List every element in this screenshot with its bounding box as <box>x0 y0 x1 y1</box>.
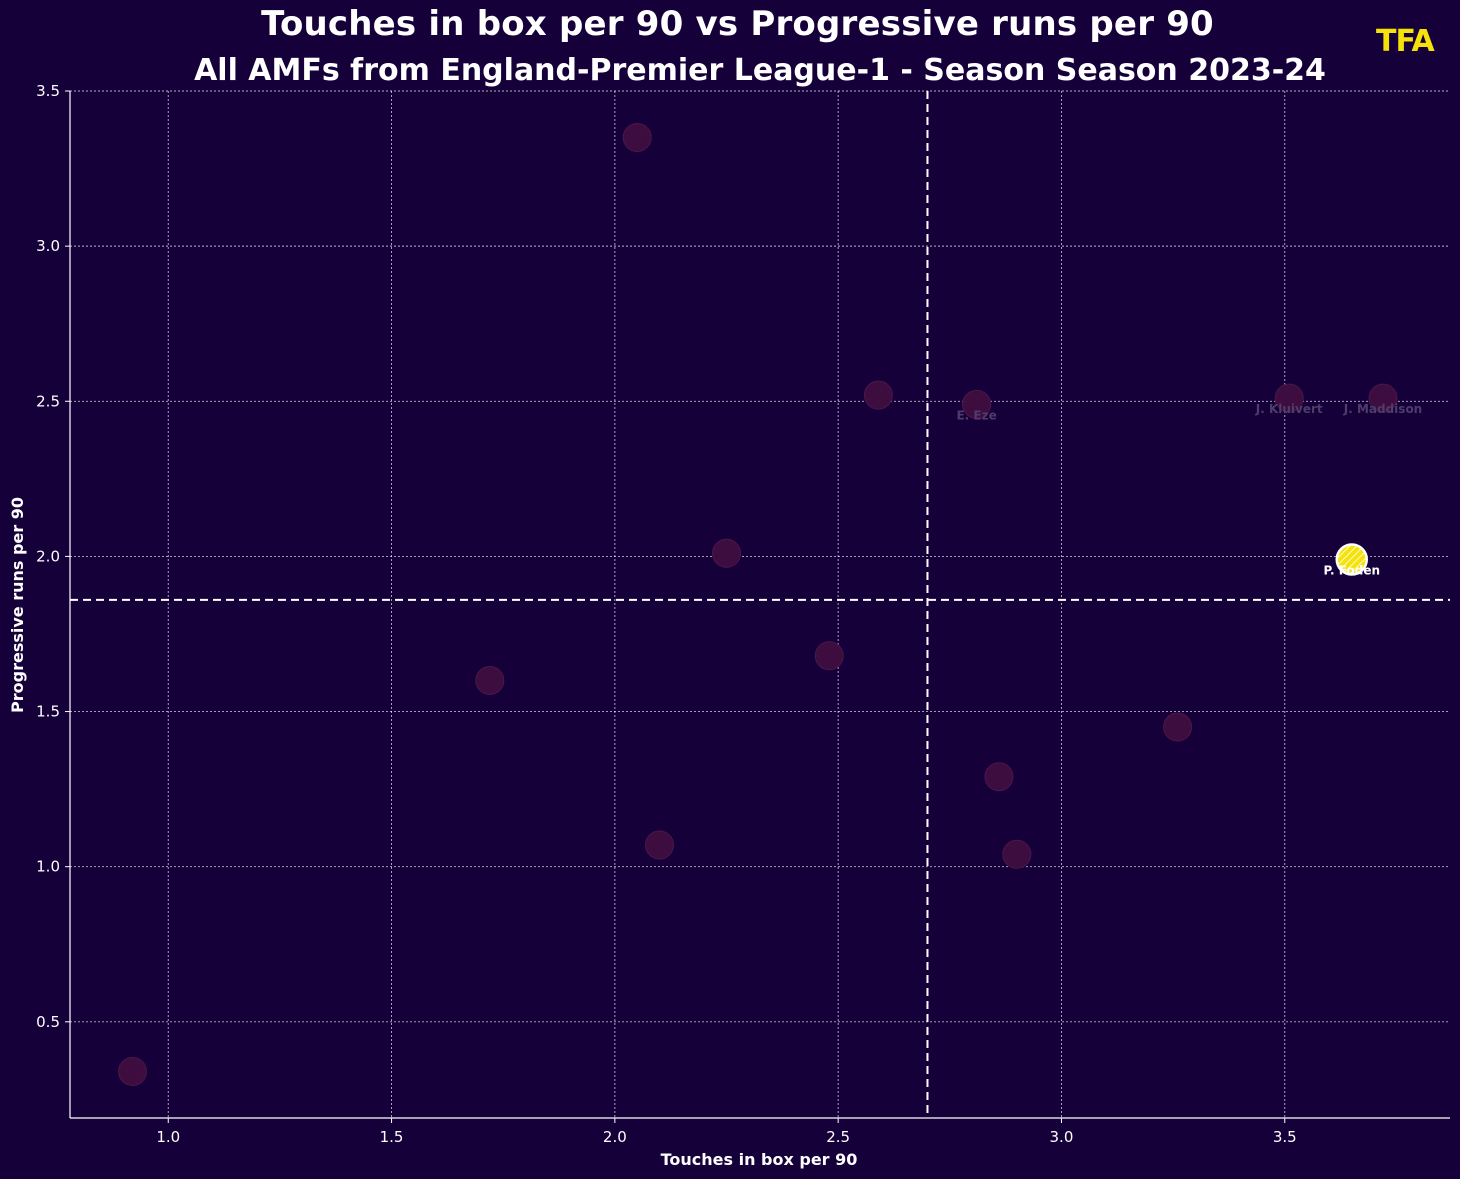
grid-lines <box>70 90 1450 1118</box>
data-point <box>645 830 675 860</box>
y-tick-label: 3.5 <box>36 82 60 100</box>
chart-subtitle: All AMFs from England-Premier League-1 -… <box>194 53 1326 88</box>
highlight-point <box>1335 543 1368 576</box>
data-point <box>1274 383 1304 413</box>
tfa-logo: TFA <box>1376 24 1435 59</box>
x-tick-label: 2.0 <box>603 1128 627 1146</box>
data-point <box>475 666 505 696</box>
x-tick-label: 3.0 <box>1050 1128 1074 1146</box>
x-axis-label: Touches in box per 90 <box>661 1150 858 1169</box>
point-label: J. Maddison <box>1343 402 1422 416</box>
x-tick-label: 3.5 <box>1273 1128 1297 1146</box>
data-points <box>118 123 1398 1086</box>
data-point <box>984 762 1014 792</box>
y-tick-label: 1.5 <box>36 703 60 721</box>
data-point <box>863 380 893 410</box>
point-labels: E. Eze J. Kluivert J. Maddison P. Foden <box>956 402 1422 577</box>
x-tick-label: 1.5 <box>380 1128 404 1146</box>
data-point <box>1002 839 1032 869</box>
reference-lines <box>70 91 1450 1118</box>
y-tick-label: 0.5 <box>36 1013 60 1031</box>
x-tick-label: 2.5 <box>826 1128 850 1146</box>
y-tick-label: 3.0 <box>36 237 60 255</box>
data-point <box>814 641 844 671</box>
y-axis-label: Progressive runs per 90 <box>8 497 27 713</box>
data-point <box>712 538 742 568</box>
data-point <box>118 1056 148 1086</box>
highlight-point-label: P. Foden <box>1323 564 1380 578</box>
data-point <box>1368 383 1398 413</box>
chart-title: Touches in box per 90 vs Progressive run… <box>261 4 1214 44</box>
y-tick-label: 1.0 <box>36 858 60 876</box>
y-tick-label: 2.0 <box>36 547 60 565</box>
point-label: E. Eze <box>956 408 996 422</box>
point-label: J. Kluivert <box>1255 402 1323 416</box>
data-point <box>622 123 652 153</box>
data-point <box>1163 712 1193 742</box>
y-tick-label: 2.5 <box>36 392 60 410</box>
axes: 1.0 1.5 2.0 2.5 3.0 3.5 0.5 1.0 1.5 2.0 2.5 3.0 3.5 <box>36 82 1450 1146</box>
x-tick-label: 1.0 <box>156 1128 180 1146</box>
data-point <box>962 389 992 419</box>
